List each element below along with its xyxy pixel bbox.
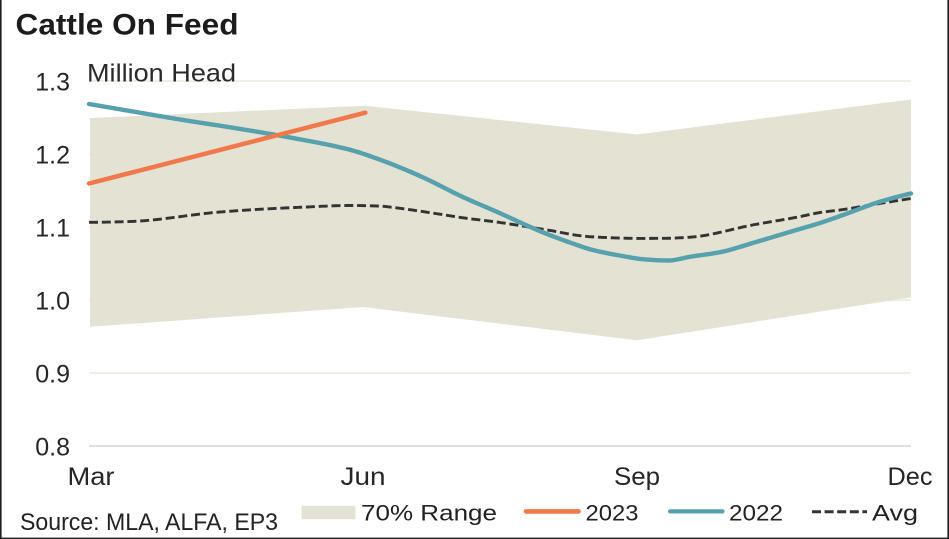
svg-text:Jun: Jun	[341, 463, 386, 491]
svg-text:1.3: 1.3	[35, 69, 70, 97]
svg-text:Million Head: Million Head	[87, 59, 236, 87]
svg-text:Cattle On Feed: Cattle On Feed	[16, 9, 239, 42]
svg-text:Mar: Mar	[68, 463, 115, 491]
svg-text:Dec: Dec	[888, 463, 933, 491]
svg-text:0.9: 0.9	[35, 361, 70, 389]
svg-text:Sep: Sep	[614, 463, 660, 491]
svg-text:Avg: Avg	[872, 501, 918, 526]
svg-text:1.0: 1.0	[35, 288, 70, 316]
svg-text:70% Range: 70% Range	[361, 501, 497, 526]
svg-text:1.1: 1.1	[35, 215, 70, 243]
svg-text:1.2: 1.2	[35, 142, 70, 170]
svg-text:0.8: 0.8	[35, 434, 70, 462]
svg-text:2022: 2022	[729, 501, 783, 526]
svg-text:2023: 2023	[586, 501, 639, 526]
svg-text:Source: MLA, ALFA, EP3: Source: MLA, ALFA, EP3	[20, 509, 278, 536]
